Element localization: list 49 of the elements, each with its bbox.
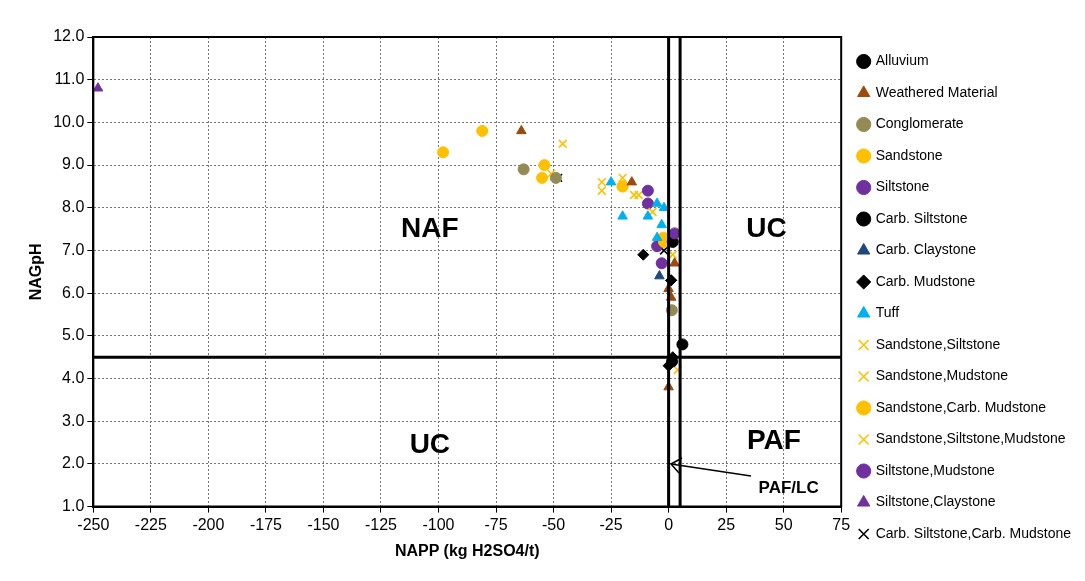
x-tick-label: 25 [717, 515, 736, 533]
y-tick-label: 8.0 [62, 198, 85, 216]
x-tick-label: -250 [77, 515, 110, 533]
legend-label: Tuff [875, 304, 900, 321]
legend-label: Carb. Siltstone,Carb. Mudstone [875, 524, 1072, 541]
legend-label: Conglomerate [875, 115, 964, 132]
x-tick-label: -25 [599, 515, 623, 533]
y-tick-label: 12.0 [53, 27, 85, 45]
x-tick-label: -225 [134, 515, 167, 533]
annotation: UC [746, 212, 787, 244]
annotation: NAF [401, 212, 459, 244]
x-tick-label: 0 [664, 515, 674, 533]
legend-label: Carb. Claystone [875, 241, 977, 258]
y-tick-label: 9.0 [62, 155, 85, 173]
y-tick-label: 2.0 [62, 454, 85, 472]
x-tick-label: -50 [541, 515, 566, 533]
legend-label: Sandstone,Siltstone,Mudstone [875, 430, 1066, 447]
annotation: PAF [746, 423, 801, 455]
legend-label: Sandstone [875, 146, 943, 163]
legend-label: Sandstone,Siltstone [875, 335, 1001, 352]
x-tick-label: -75 [484, 515, 508, 533]
x-tick-label: -150 [307, 515, 340, 533]
x-tick-label: 50 [774, 515, 793, 533]
legend-label: Carb. Mudstone [875, 272, 976, 289]
y-tick-label: 11.0 [54, 70, 85, 88]
legend-label: Siltstone [875, 178, 930, 195]
legend-label: Siltstone,Mudstone [875, 461, 995, 478]
y-axis-title: NAGpH [27, 243, 45, 301]
legend-label: Alluvium [875, 52, 929, 69]
annotation: PAF/LC [758, 477, 819, 497]
legend-label: Siltstone,Claystone [875, 493, 996, 510]
y-tick-label: 10.0 [53, 112, 85, 130]
x-tick-label: -100 [422, 515, 455, 533]
legend-label: Sandstone,Carb. Mudstone [875, 398, 1047, 415]
x-tick-label: -175 [249, 515, 283, 533]
x-tick-label: 75 [832, 515, 851, 533]
x-tick-label: -125 [364, 515, 398, 533]
x-tick-label: -200 [192, 515, 225, 533]
legend-label: Weathered Material [875, 83, 998, 100]
y-tick-label: 7.0 [62, 240, 85, 258]
y-tick-label: 6.0 [62, 283, 85, 301]
y-tick-label: 1.0 [62, 497, 85, 515]
legend-label: Sandstone,Mudstone [875, 367, 1009, 384]
annotation: UC [409, 428, 451, 460]
legend-label: Carb. Siltstone [875, 209, 968, 226]
y-tick-label: 3.0 [62, 411, 85, 429]
y-tick-label: 4.0 [62, 368, 85, 386]
x-axis-title: NAPP (kg H2SO4/t) [394, 541, 540, 559]
y-tick-label: 5.0 [62, 326, 85, 344]
